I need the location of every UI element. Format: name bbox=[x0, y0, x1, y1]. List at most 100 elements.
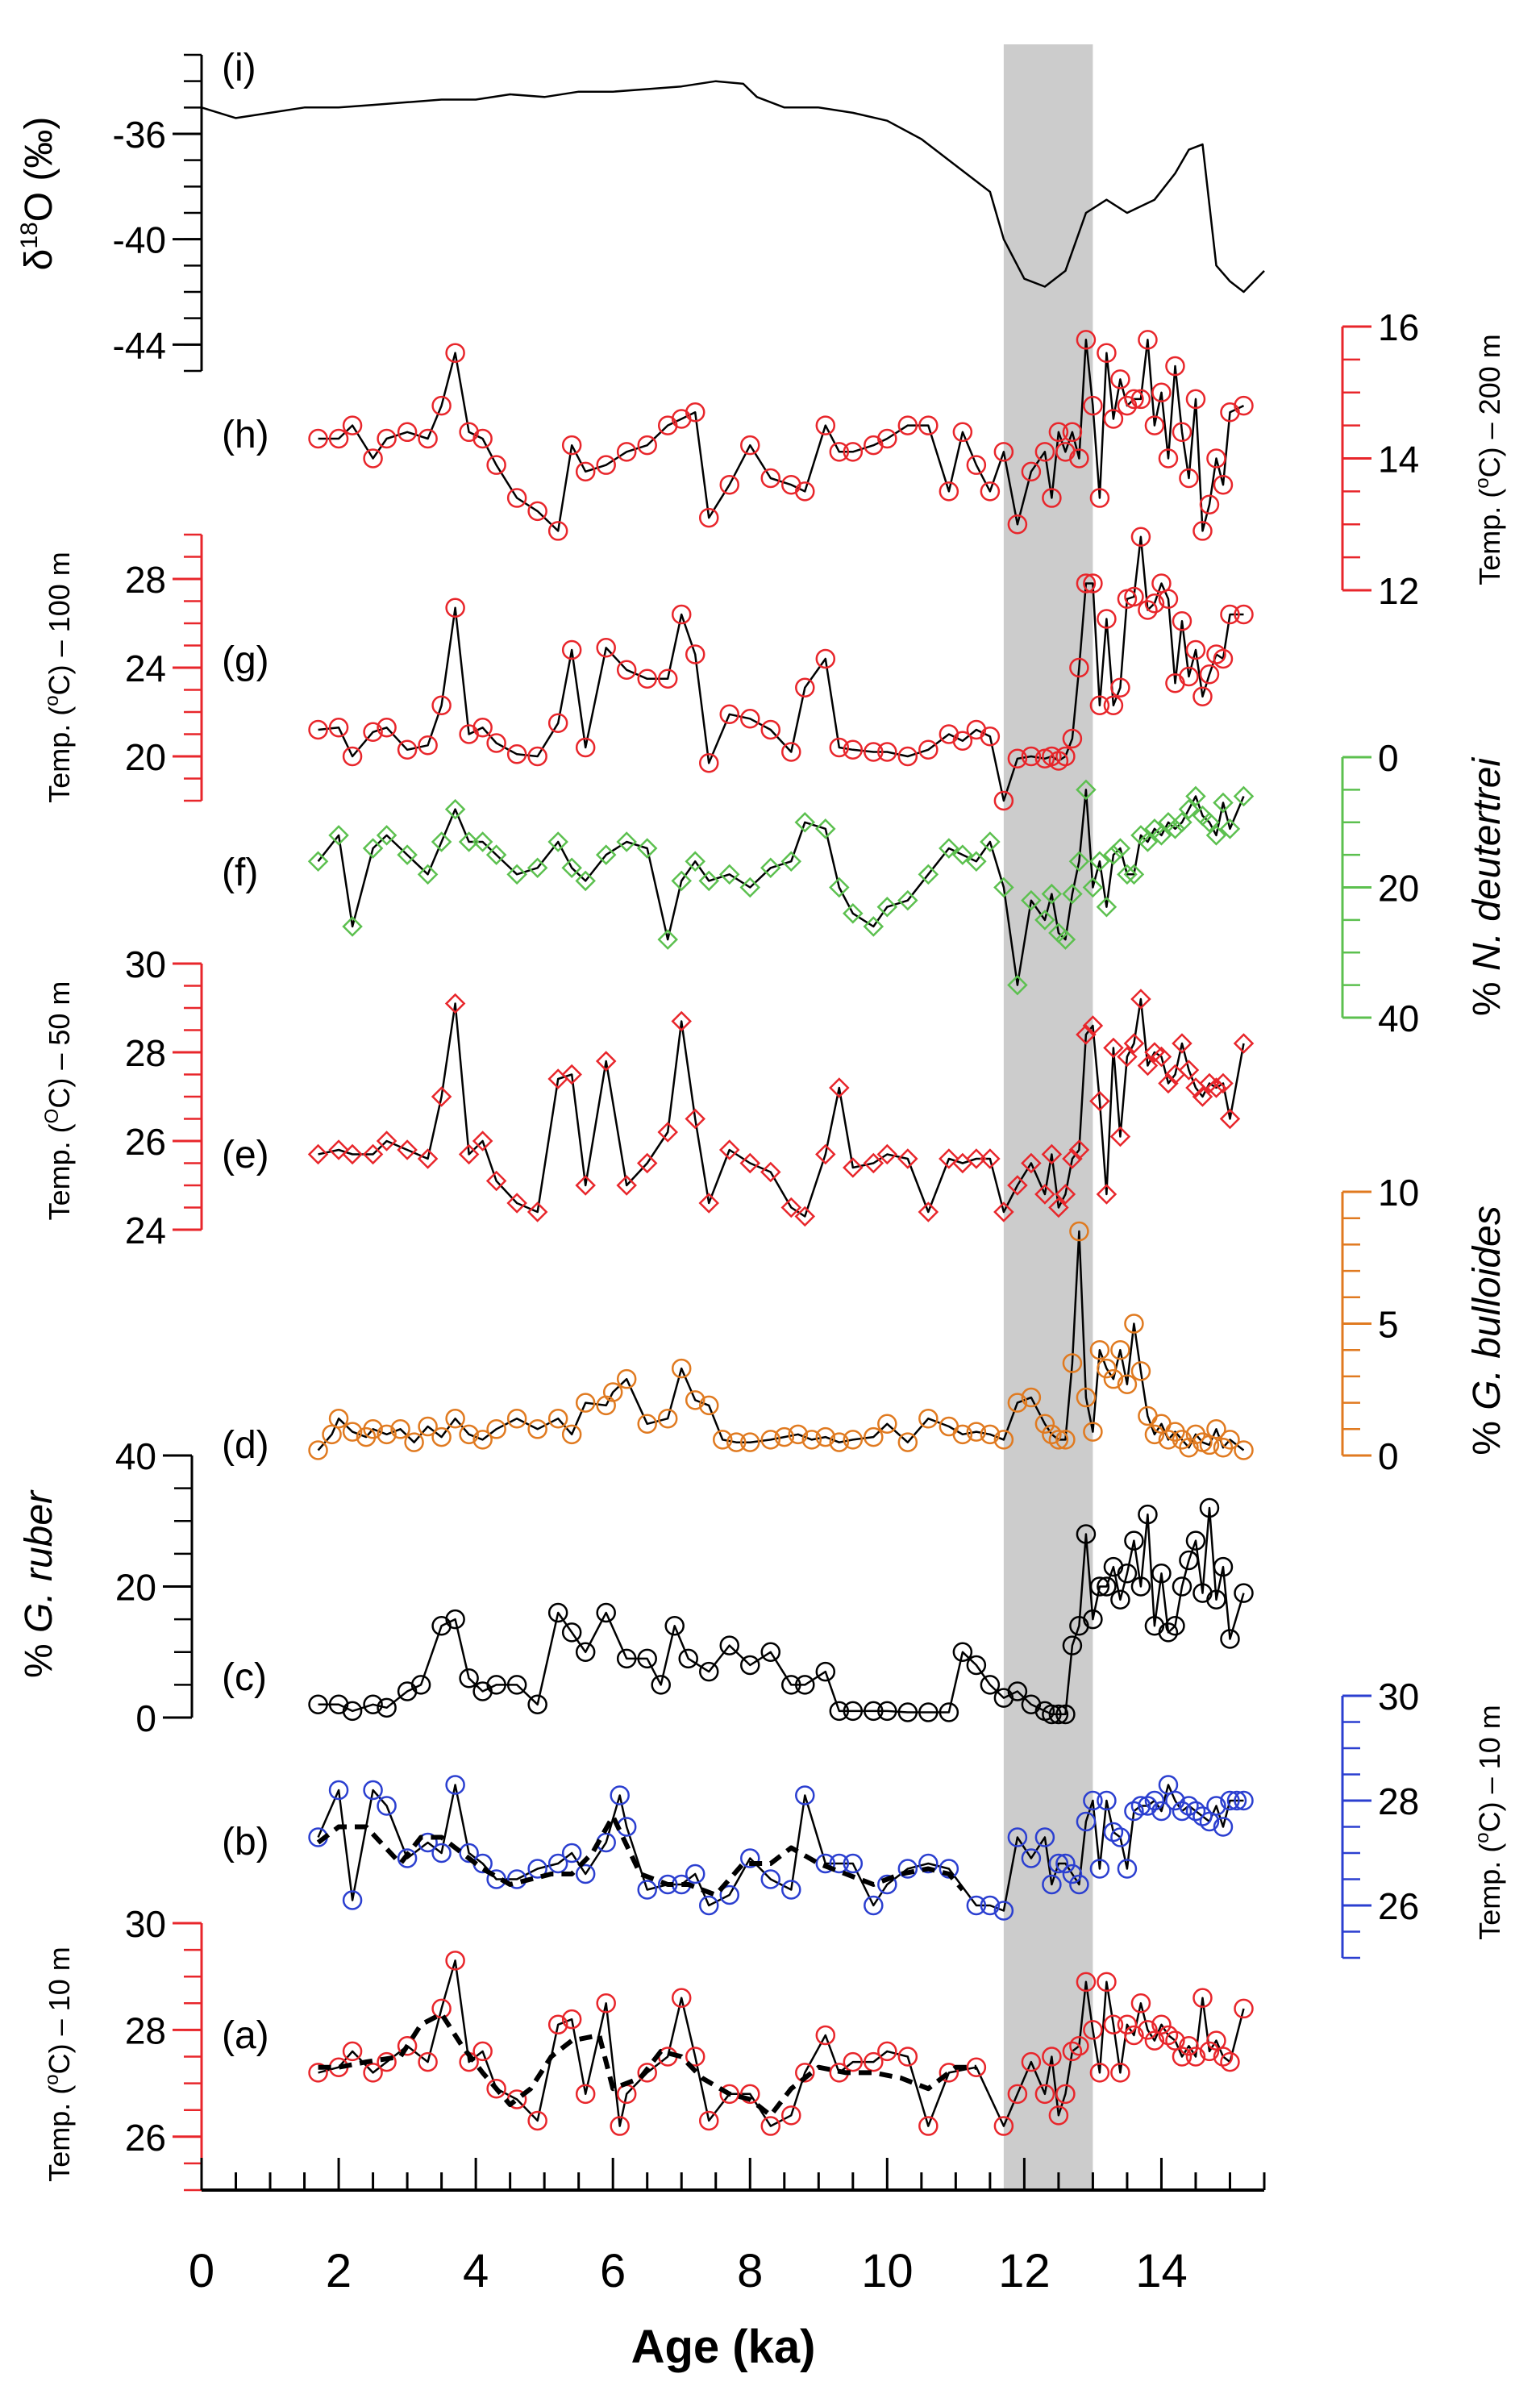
data-point-c bbox=[1110, 1589, 1130, 1610]
data-point-d bbox=[1042, 1424, 1062, 1445]
data-point-g bbox=[864, 742, 884, 762]
data-point-f bbox=[575, 870, 596, 892]
data-point-g bbox=[363, 722, 383, 742]
data-point-g bbox=[445, 598, 465, 618]
data-point-f bbox=[1007, 974, 1028, 996]
data-point-b bbox=[1069, 1874, 1089, 1895]
data-point-e bbox=[1055, 1184, 1076, 1205]
data-point-e bbox=[780, 1197, 802, 1218]
data-point-d bbox=[726, 1432, 747, 1452]
y-title-f: % N. deutertrei bbox=[1466, 757, 1509, 1016]
data-point-b bbox=[795, 1785, 815, 1805]
data-point-e bbox=[444, 993, 466, 1014]
data-point-b bbox=[719, 1884, 739, 1905]
x-tick-label: 12 bbox=[998, 2245, 1051, 2297]
data-point-g bbox=[637, 668, 657, 689]
data-point-d bbox=[788, 1424, 809, 1445]
data-point-a bbox=[397, 2036, 418, 2056]
data-point-d bbox=[685, 1390, 705, 1410]
data-point-d bbox=[418, 1416, 438, 1437]
x-tick-label: 4 bbox=[463, 2245, 489, 2297]
data-point-b bbox=[1192, 1806, 1213, 1826]
data-point-f bbox=[506, 864, 527, 885]
data-point-e bbox=[1021, 1152, 1042, 1174]
data-point-h bbox=[1138, 330, 1158, 350]
data-point-g bbox=[993, 790, 1014, 811]
data-point-d bbox=[1103, 1368, 1124, 1389]
data-point-f bbox=[527, 857, 548, 879]
data-point-g bbox=[1158, 589, 1179, 609]
data-point-b bbox=[685, 1864, 705, 1884]
data-point-f bbox=[472, 831, 493, 852]
data-point-d bbox=[390, 1419, 410, 1439]
data-point-a bbox=[1199, 2041, 1220, 2062]
data-point-h bbox=[877, 428, 897, 449]
data-point-g bbox=[815, 648, 836, 669]
data-point-d bbox=[801, 1430, 822, 1450]
data-point-c bbox=[1089, 1576, 1110, 1597]
data-point-f bbox=[1137, 831, 1159, 852]
data-point-h bbox=[527, 501, 547, 522]
data-point-a bbox=[445, 1951, 465, 1971]
data-point-g bbox=[506, 744, 527, 764]
panel-b: 26 28 30 bbox=[308, 1676, 1419, 1959]
data-point-a bbox=[1165, 2030, 1185, 2051]
x-axis-title: Age (ka) bbox=[631, 2321, 816, 2373]
data-point-h bbox=[616, 442, 637, 462]
data-point-f bbox=[698, 870, 720, 892]
y-title-e: Temp. (OC) – 50 m bbox=[41, 981, 76, 1221]
data-point-h bbox=[1089, 488, 1110, 508]
data-point-c bbox=[1083, 1609, 1103, 1630]
y-title-b: Temp. (oC) – 10 m bbox=[1471, 1705, 1506, 1939]
data-point-g bbox=[486, 733, 506, 753]
data-point-f bbox=[671, 870, 692, 892]
data-point-g bbox=[1213, 648, 1234, 669]
data-point-d bbox=[459, 1424, 479, 1445]
data-point-e bbox=[1109, 1126, 1131, 1147]
data-point-b bbox=[1144, 1790, 1165, 1811]
data-point-e bbox=[527, 1201, 548, 1222]
data-point-f bbox=[561, 857, 582, 879]
data-point-c bbox=[561, 1622, 582, 1643]
data-point-d bbox=[1144, 1424, 1165, 1445]
y-tick-label-e: 24 bbox=[125, 1210, 166, 1251]
data-point-a bbox=[637, 2063, 657, 2083]
data-point-h bbox=[1234, 395, 1254, 416]
data-point-b bbox=[1042, 1874, 1062, 1895]
data-point-b bbox=[980, 1895, 1001, 1916]
data-point-b bbox=[781, 1880, 801, 1900]
data-point-e bbox=[829, 1077, 850, 1098]
data-point-b bbox=[1220, 1790, 1240, 1811]
data-point-f bbox=[307, 851, 329, 872]
data-point-c bbox=[596, 1602, 616, 1623]
y-tick-label-e: 30 bbox=[125, 943, 166, 985]
data-point-c bbox=[527, 1694, 547, 1714]
data-point-a bbox=[1234, 1998, 1254, 2019]
y-tick-label-b: 26 bbox=[1378, 1885, 1419, 1927]
data-point-h bbox=[1042, 488, 1062, 508]
data-point-f bbox=[918, 864, 939, 885]
y-title-d: % G. bulloides bbox=[1466, 1206, 1509, 1455]
data-point-b bbox=[610, 1785, 630, 1805]
data-point-d bbox=[1007, 1393, 1028, 1413]
data-point-h bbox=[1097, 343, 1117, 363]
data-point-b bbox=[1138, 1796, 1158, 1816]
data-point-d bbox=[1089, 1339, 1110, 1360]
data-point-g bbox=[308, 719, 328, 740]
data-point-b bbox=[918, 1853, 939, 1874]
data-point-b bbox=[1097, 1790, 1117, 1811]
data-point-e bbox=[1158, 1072, 1179, 1094]
data-point-a bbox=[1007, 2084, 1028, 2105]
y-tick-label-g: 28 bbox=[125, 559, 166, 601]
data-point-a bbox=[527, 2110, 547, 2131]
data-point-b bbox=[575, 1864, 596, 1884]
data-point-h bbox=[980, 481, 1001, 502]
data-point-f bbox=[1076, 779, 1097, 801]
data-point-e bbox=[993, 1201, 1014, 1222]
y-tick-label-i: -40 bbox=[113, 219, 166, 261]
data-point-g bbox=[1124, 586, 1144, 607]
data-point-d bbox=[616, 1368, 637, 1389]
data-point-f bbox=[342, 916, 363, 937]
data-point-a bbox=[843, 2051, 864, 2072]
data-point-f bbox=[1213, 792, 1234, 814]
